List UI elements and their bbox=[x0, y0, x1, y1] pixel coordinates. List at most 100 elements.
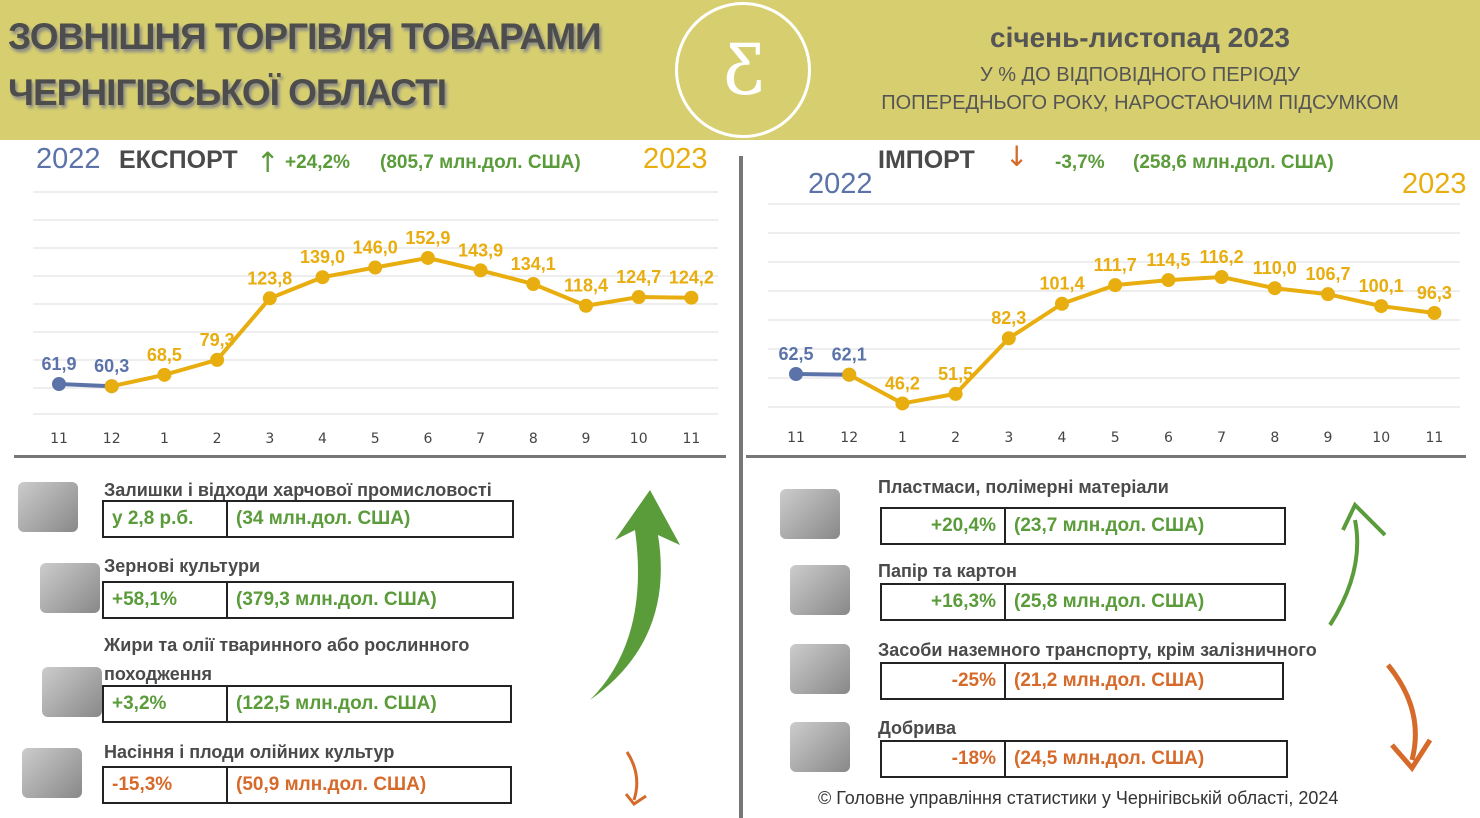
series-line-2022 bbox=[795, 372, 850, 377]
product-stats: +3,2% (122,5 млн.дол. США) bbox=[102, 685, 512, 723]
divider-left bbox=[14, 455, 726, 458]
data-point-2023 bbox=[1214, 270, 1229, 285]
product-image bbox=[18, 482, 78, 532]
product-change: +20,4% bbox=[882, 509, 1006, 543]
product-change: -25% bbox=[882, 664, 1006, 698]
product-name: Папір та картон bbox=[878, 561, 1017, 581]
product-volume: (34 млн.дол. США) bbox=[236, 508, 411, 529]
product-change: +16,3% bbox=[882, 585, 1006, 619]
product-name: Насіння і плоди олійних культур bbox=[104, 742, 395, 762]
data-label: 79,3 bbox=[200, 330, 235, 350]
export-year-cur: 2023 bbox=[643, 143, 708, 175]
import-volume: (258,6 млн.дол. США) bbox=[1133, 152, 1334, 173]
data-label: 68,5 bbox=[147, 345, 182, 365]
product-image bbox=[790, 644, 850, 694]
small-arrow-down-icon bbox=[624, 751, 647, 807]
x-tick-label: 8 bbox=[1270, 430, 1279, 446]
x-tick-label: 5 bbox=[1111, 430, 1120, 446]
series-line-2023 bbox=[848, 275, 1435, 406]
data-point-2023 bbox=[262, 291, 277, 306]
product-name: Зернові культури bbox=[104, 556, 261, 576]
product-volume: (50,9 млн.дол. США) bbox=[236, 774, 427, 795]
data-point-2023 bbox=[1001, 331, 1016, 346]
x-tick-label: 7 bbox=[1217, 430, 1226, 446]
subtitle-1: У % ДО ВІДПОВІДНОГО ПЕРІОДУ bbox=[979, 64, 1301, 86]
arrow-up-right-icon bbox=[1328, 501, 1387, 627]
data-label: 101,4 bbox=[1039, 274, 1084, 294]
import-chart: 62,5 62,1 46,2 51,5 82,3 101,4 111,7 114,5 116,2… bbox=[768, 203, 1460, 446]
product-volume: (24,5 млн.дол. США) bbox=[1014, 748, 1205, 769]
data-point-2023 bbox=[684, 290, 699, 305]
export-title: ЕКСПОРТ bbox=[119, 146, 238, 174]
x-tick-label: 12 bbox=[103, 431, 121, 447]
export-change: +24,2% bbox=[285, 152, 350, 173]
x-tick-label: 7 bbox=[476, 431, 485, 447]
product-change: -15,3% bbox=[104, 768, 228, 802]
x-tick-label: 11 bbox=[682, 431, 700, 447]
product-change: +58,1% bbox=[104, 583, 228, 617]
data-label: 61,9 bbox=[41, 354, 76, 374]
x-tick-label: 6 bbox=[423, 431, 432, 447]
period: січень-листопад 2023 bbox=[990, 22, 1290, 53]
import-year-cur: 2023 bbox=[1402, 168, 1467, 200]
subtitle-2: ПОПЕРЕДНЬОГО РОКУ, НАРОСТАЮЧИМ ПІДСУМКОМ bbox=[881, 92, 1399, 114]
product-image bbox=[40, 563, 100, 613]
arrow-down-icon: ↓ bbox=[1005, 140, 1029, 173]
x-tick-label: 11 bbox=[787, 430, 805, 446]
data-point-2023 bbox=[895, 396, 910, 411]
product-change: у 2,8 р.б. bbox=[104, 502, 228, 536]
data-label: 146,0 bbox=[353, 238, 398, 258]
data-label: 96,3 bbox=[1417, 283, 1452, 303]
import-year-prev: 2022 bbox=[808, 168, 873, 200]
product-stats: -25% (21,2 млн.дол. США) bbox=[880, 662, 1284, 700]
x-tick-label: 11 bbox=[1425, 430, 1443, 446]
product-change: -18% bbox=[882, 742, 1006, 776]
data-point-2023 bbox=[315, 270, 330, 285]
data-point-2023 bbox=[420, 250, 435, 265]
product-image bbox=[790, 722, 850, 772]
x-tick-label: 2 bbox=[951, 430, 960, 446]
product-image bbox=[42, 667, 102, 717]
data-point-2023 bbox=[1267, 281, 1282, 296]
x-tick-label: 9 bbox=[1324, 430, 1333, 446]
product-stats: +20,4% (23,7 млн.дол. США) bbox=[880, 507, 1286, 545]
x-tick-label: 11 bbox=[50, 431, 68, 447]
import-change: -3,7% bbox=[1055, 152, 1105, 173]
x-tick-label: 2 bbox=[213, 431, 222, 447]
main-title-line1: ЗОВНІШНЯ ТОРГІВЛЯ ТОВАРАМИ bbox=[8, 16, 602, 57]
product-name: Жири та олії тваринного або рослинного п… bbox=[104, 635, 470, 684]
data-label: 100,1 bbox=[1359, 276, 1404, 296]
product-change: +3,2% bbox=[104, 687, 228, 721]
main-title-line2: ЧЕРНІГІВСЬКОЇ ОБЛАСТІ bbox=[8, 72, 447, 113]
divider-right bbox=[746, 455, 1466, 458]
product-image bbox=[780, 489, 840, 539]
arrow-up-icon: ↑ bbox=[256, 146, 280, 179]
product-name: Добрива bbox=[878, 718, 957, 738]
product-name: Пластмаси, полімерні матеріали bbox=[878, 477, 1169, 497]
data-point-2023 bbox=[473, 263, 488, 278]
x-tick-label: 6 bbox=[1164, 430, 1173, 446]
data-label: 124,7 bbox=[616, 267, 661, 287]
product-volume: (21,2 млн.дол. США) bbox=[1014, 670, 1205, 691]
data-label: 116,2 bbox=[1200, 247, 1244, 267]
big-arrow-up-icon bbox=[590, 490, 680, 700]
data-label: 114,5 bbox=[1146, 250, 1190, 270]
data-point-2023 bbox=[368, 260, 383, 275]
arrow-down-right-icon bbox=[1386, 663, 1433, 773]
data-point-2023 bbox=[948, 386, 963, 401]
product-stats: +16,3% (25,8 млн.дол. США) bbox=[880, 583, 1286, 621]
data-point-2023 bbox=[1055, 296, 1069, 311]
data-label: 124,2 bbox=[669, 268, 714, 288]
data-point-2023 bbox=[842, 367, 857, 382]
x-tick-label: 12 bbox=[840, 430, 858, 446]
data-label: 143,9 bbox=[458, 240, 503, 260]
data-point-2023 bbox=[1161, 273, 1176, 288]
data-point-2023 bbox=[579, 298, 593, 313]
data-label: 62,5 bbox=[778, 344, 813, 364]
x-tick-label: 1 bbox=[898, 430, 907, 446]
product-name: Залишки і відходи харчової промисловості bbox=[104, 480, 492, 500]
x-tick-label: 10 bbox=[1372, 430, 1390, 446]
data-label: 123,8 bbox=[247, 268, 292, 288]
x-tick-label: 8 bbox=[529, 431, 538, 447]
product-stats: -15,3% (50,9 млн.дол. США) bbox=[102, 766, 512, 804]
